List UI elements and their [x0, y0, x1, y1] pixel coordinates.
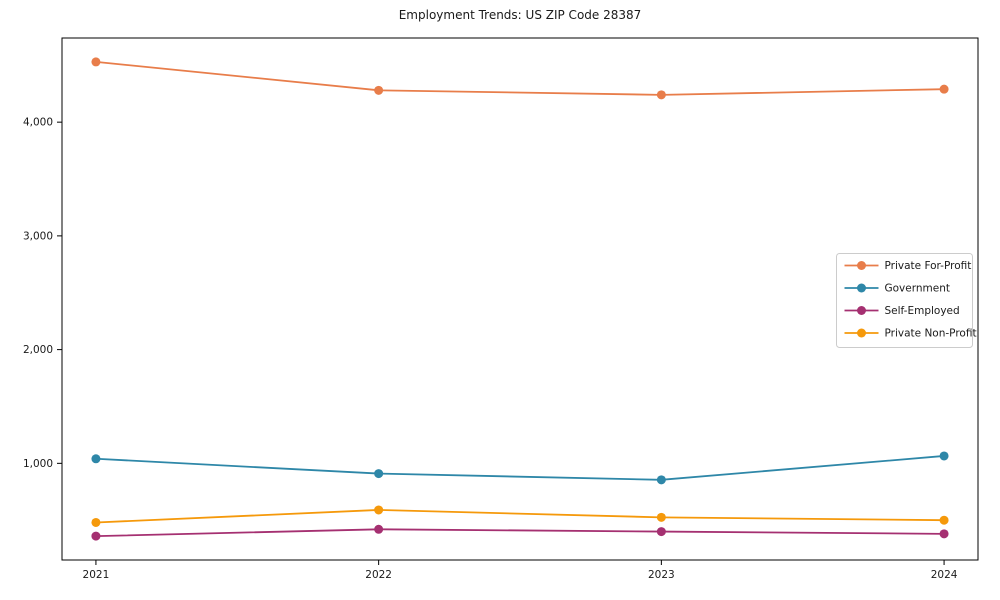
legend-box [836, 253, 973, 348]
data-point [939, 515, 949, 525]
data-point [939, 451, 949, 461]
data-point [656, 512, 666, 522]
legend-marker [857, 261, 866, 270]
legend-label: Self-Employed [885, 305, 960, 317]
data-point [656, 527, 666, 537]
y-tick-label: 4,000 [23, 117, 53, 129]
data-point [91, 57, 101, 67]
x-tick-label: 2022 [365, 569, 392, 581]
data-point [374, 505, 384, 515]
legend-label: Private Non-Profit [885, 328, 977, 340]
data-point [656, 475, 666, 485]
series-line-self-employed [95, 528, 945, 538]
series-line-private-for-profit [95, 60, 945, 96]
series-line-government [95, 455, 945, 481]
data-point [374, 524, 384, 534]
data-point [374, 85, 384, 95]
data-point [939, 84, 949, 94]
chart-title: Employment Trends: US ZIP Code 28387 [398, 8, 642, 22]
y-tick-label: 3,000 [23, 230, 53, 242]
legend-marker [857, 306, 866, 315]
y-tick-label: 1,000 [23, 458, 53, 470]
data-point [91, 454, 101, 464]
series-line-private-non-profit [95, 509, 945, 524]
plot-frame [61, 37, 979, 561]
x-tick-label: 2021 [83, 569, 110, 581]
legend-marker [857, 283, 866, 293]
legend-marker [857, 328, 866, 338]
legend-label: Government [885, 283, 950, 295]
x-tick-label: 2024 [931, 569, 958, 581]
data-point [374, 469, 384, 479]
data-point [91, 531, 101, 541]
data-point [939, 529, 949, 539]
legend-label: Private For-Profit [885, 260, 972, 272]
x-tick-label: 2023 [648, 569, 675, 581]
data-point [656, 90, 666, 100]
data-point [91, 517, 101, 527]
y-tick-label: 2,000 [23, 344, 53, 356]
